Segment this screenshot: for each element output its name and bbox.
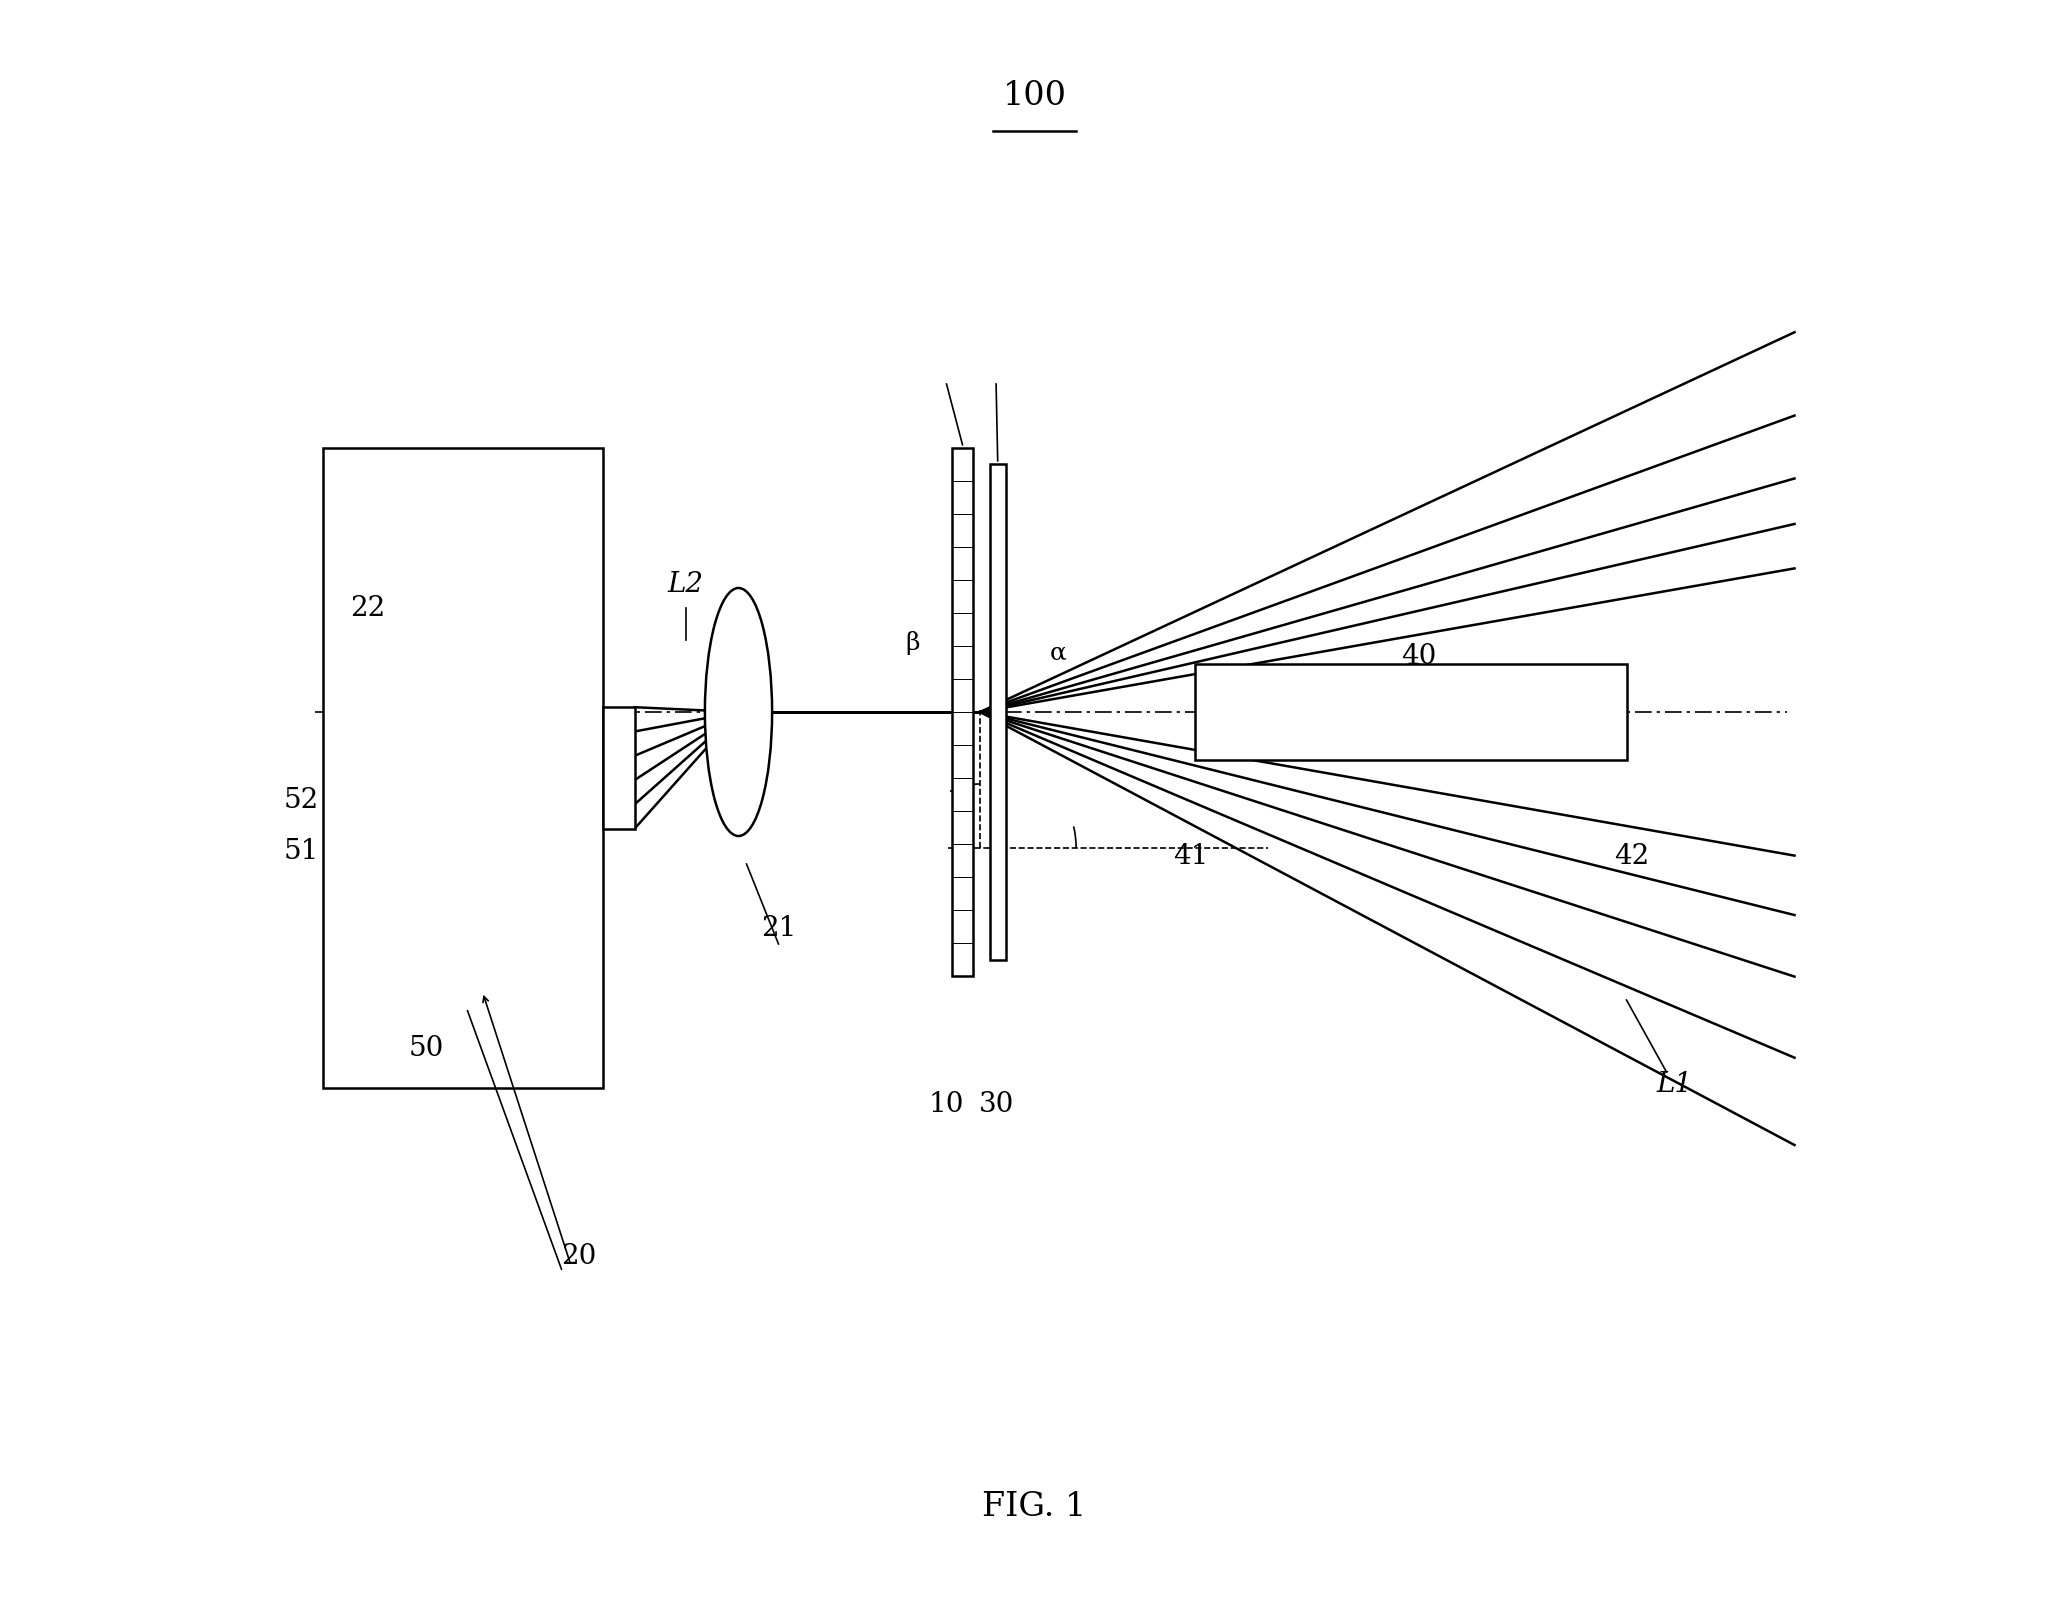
Text: FIG. 1: FIG. 1: [983, 1491, 1086, 1523]
Bar: [952, 448, 972, 976]
Bar: [989, 464, 1006, 960]
Text: 52: 52: [283, 787, 319, 813]
Text: 20: 20: [561, 1243, 596, 1269]
Text: 22: 22: [350, 595, 385, 621]
Text: 100: 100: [1003, 80, 1066, 112]
Text: 40: 40: [1401, 643, 1436, 669]
Text: 51: 51: [283, 838, 319, 864]
Text: L1: L1: [1657, 1072, 1692, 1098]
Bar: [602, 707, 635, 829]
Text: β: β: [906, 630, 921, 656]
Text: 41: 41: [1173, 843, 1208, 869]
Text: 30: 30: [979, 1091, 1014, 1117]
Text: 42: 42: [1614, 843, 1649, 869]
Text: 21: 21: [761, 915, 797, 941]
Bar: [1194, 664, 1626, 760]
Bar: [323, 448, 602, 1088]
Ellipse shape: [706, 587, 772, 835]
Text: α: α: [1051, 642, 1068, 664]
Text: 50: 50: [410, 1035, 445, 1061]
Text: 10: 10: [929, 1091, 964, 1117]
Text: L2: L2: [668, 571, 703, 597]
